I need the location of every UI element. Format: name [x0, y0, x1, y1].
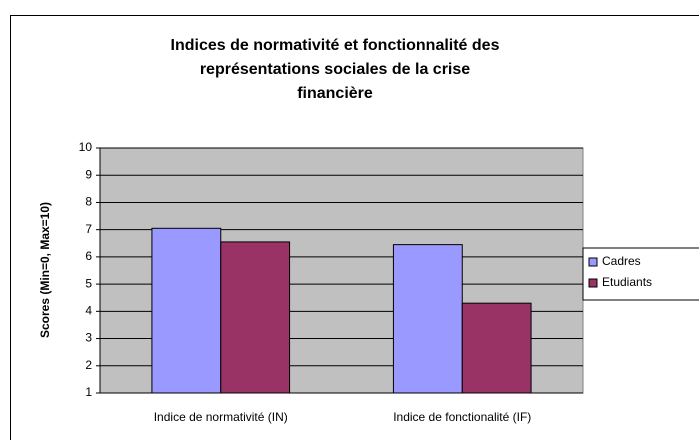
y-tick-label: 4 [85, 304, 92, 318]
y-tick-label: 5 [85, 276, 92, 290]
x-tick-label: Indice de fonctionalité (IF) [393, 410, 531, 424]
legend-swatch [588, 278, 598, 288]
y-tick-label: 6 [85, 249, 92, 263]
bar [392, 244, 463, 394]
y-tick-label: 7 [85, 222, 92, 236]
y-tick-label: 2 [85, 358, 92, 372]
bar [220, 241, 291, 394]
y-tick-label: 10 [79, 140, 93, 154]
y-tick-label: 3 [85, 331, 92, 345]
legend-label: Cadres [602, 254, 641, 268]
legend-box [582, 247, 699, 301]
legend-label: Etudiants [602, 275, 652, 289]
legend-swatch [588, 257, 598, 267]
y-tick-label: 8 [85, 195, 92, 209]
chart-title: Indices de normativité et fonctionnalité… [170, 37, 500, 102]
bar [461, 302, 532, 394]
y-tick-label: 9 [85, 167, 92, 181]
y-axis-label: Scores (Min=0, Max=10) [38, 202, 52, 338]
y-tick-label: 1 [85, 385, 92, 399]
bar [151, 227, 222, 394]
x-tick-label: Indice de normativité (IN) [154, 410, 288, 424]
